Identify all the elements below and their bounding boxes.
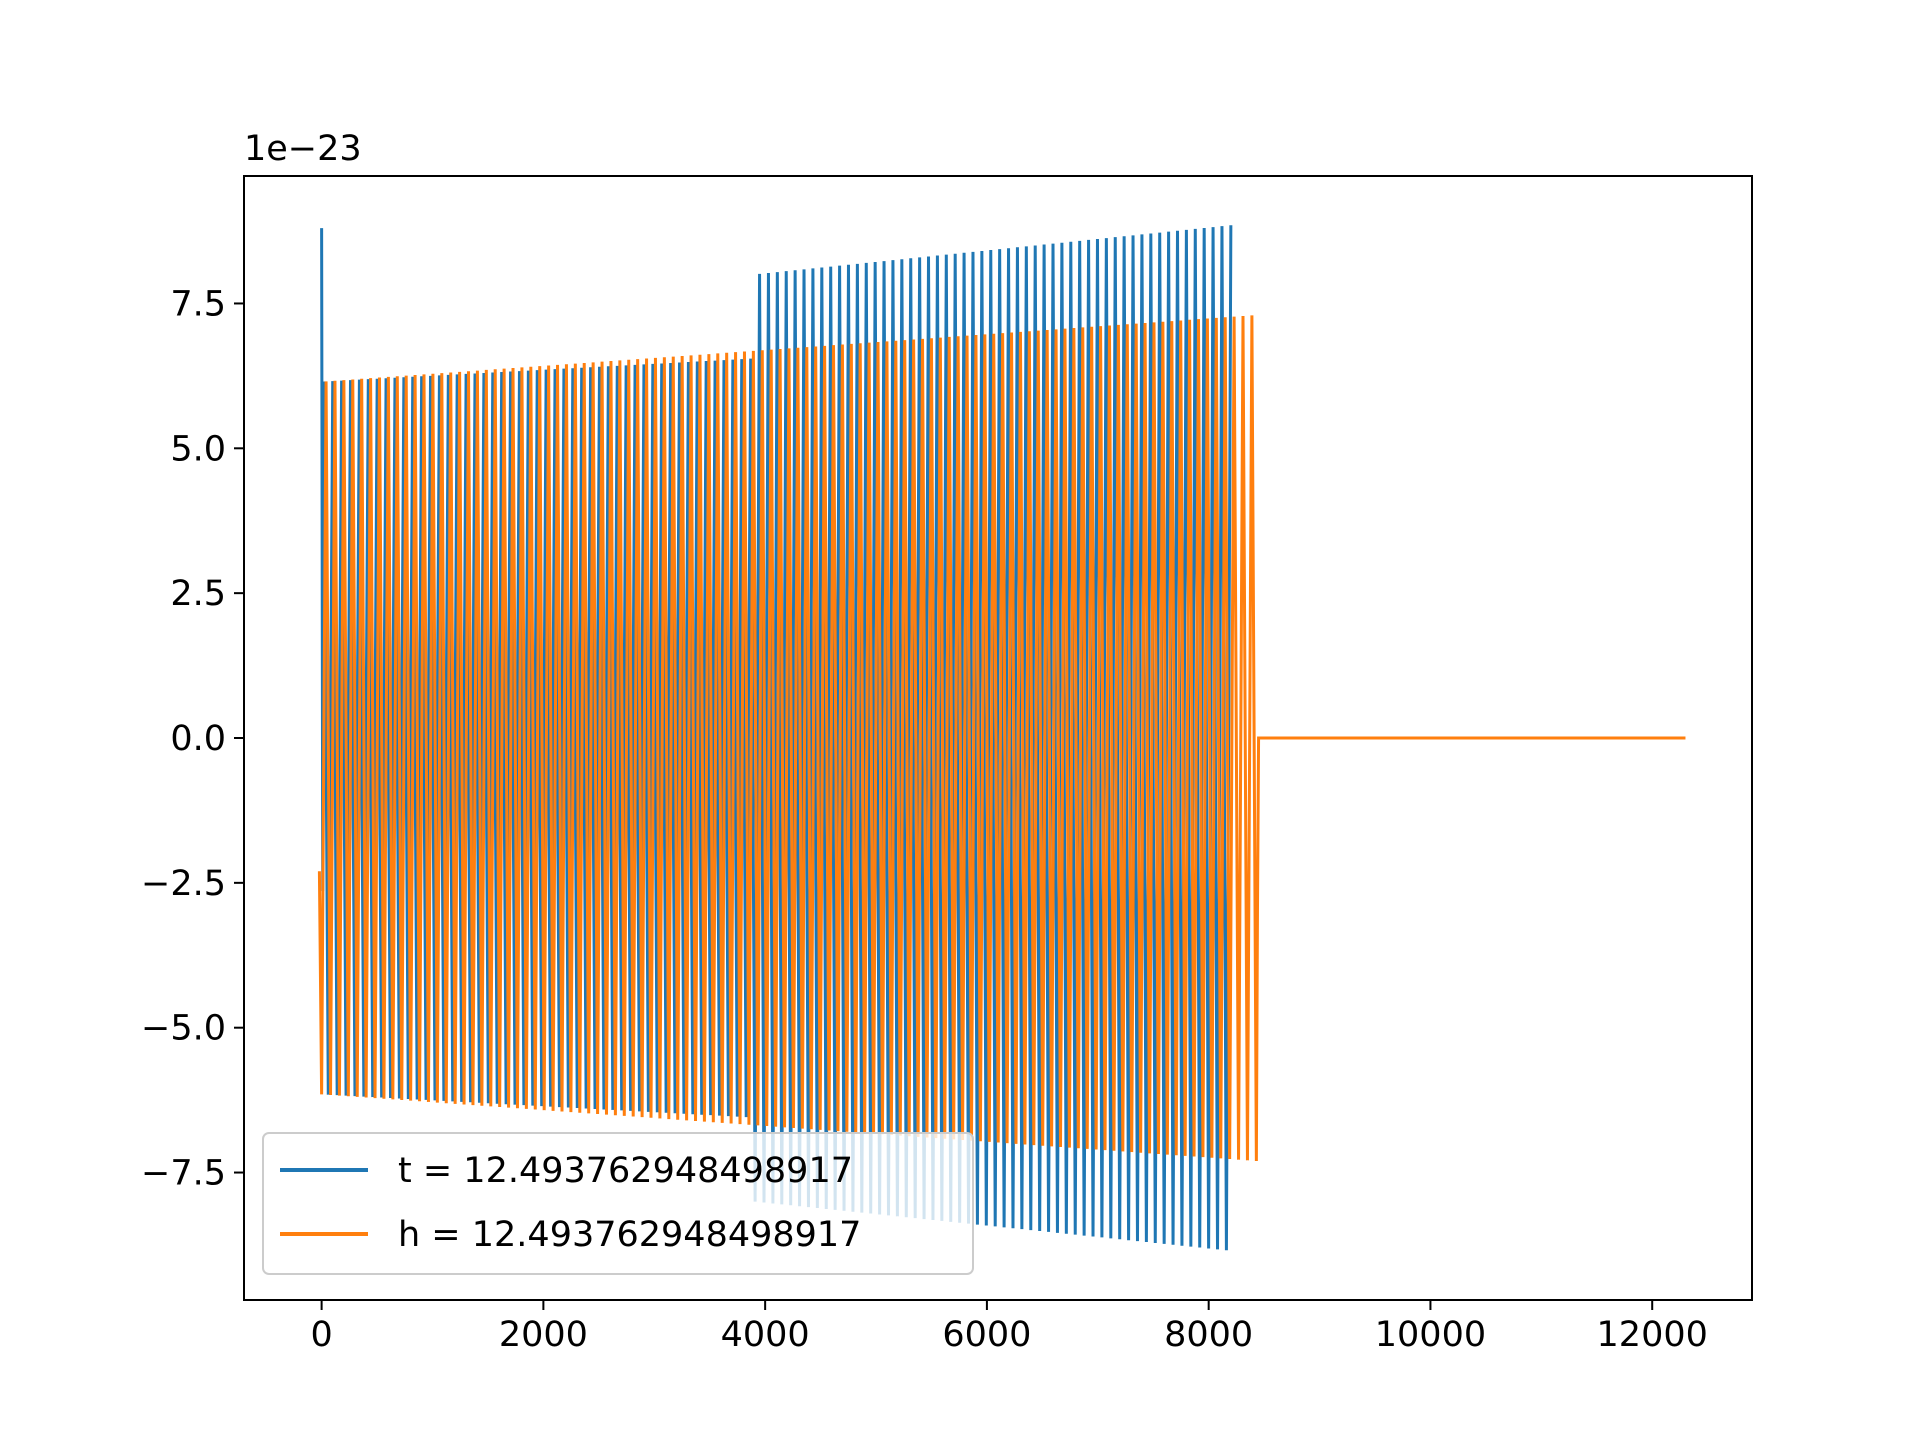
y-tick-label: −5.0	[141, 1009, 226, 1049]
legend-box	[262, 1132, 974, 1275]
x-tick-label: 6000	[942, 1315, 1031, 1355]
y-tick-label: 2.5	[170, 574, 226, 614]
x-tick-label: 8000	[1164, 1315, 1253, 1355]
x-tick-label: 12000	[1597, 1315, 1708, 1355]
y-tick-label: −7.5	[141, 1154, 226, 1194]
x-tick-label: 4000	[721, 1315, 810, 1355]
x-tick-label: 0	[310, 1315, 332, 1355]
y-axis: −7.5 −5.0 −2.5 0.0 2.5 5.0 7.5	[141, 284, 244, 1194]
x-tick-label: 2000	[499, 1315, 588, 1355]
y-tick-label: 0.0	[170, 719, 226, 759]
series-h-line	[317, 315, 1686, 1161]
legend: t = 12.493762948498917 h = 12.49376294849…	[262, 1132, 974, 1275]
y-tick-label: 7.5	[170, 284, 226, 324]
legend-label: h = 12.493762948498917	[398, 1215, 861, 1255]
legend-label: t = 12.493762948498917	[398, 1151, 853, 1191]
y-tick-label: 5.0	[170, 429, 226, 469]
x-tick-label: 10000	[1375, 1315, 1486, 1355]
y-tick-label: −2.5	[141, 864, 226, 904]
y-offset-label: 1e−23	[244, 129, 362, 169]
x-axis: 0 2000 4000 6000 8000 10000 12000	[310, 1300, 1708, 1355]
